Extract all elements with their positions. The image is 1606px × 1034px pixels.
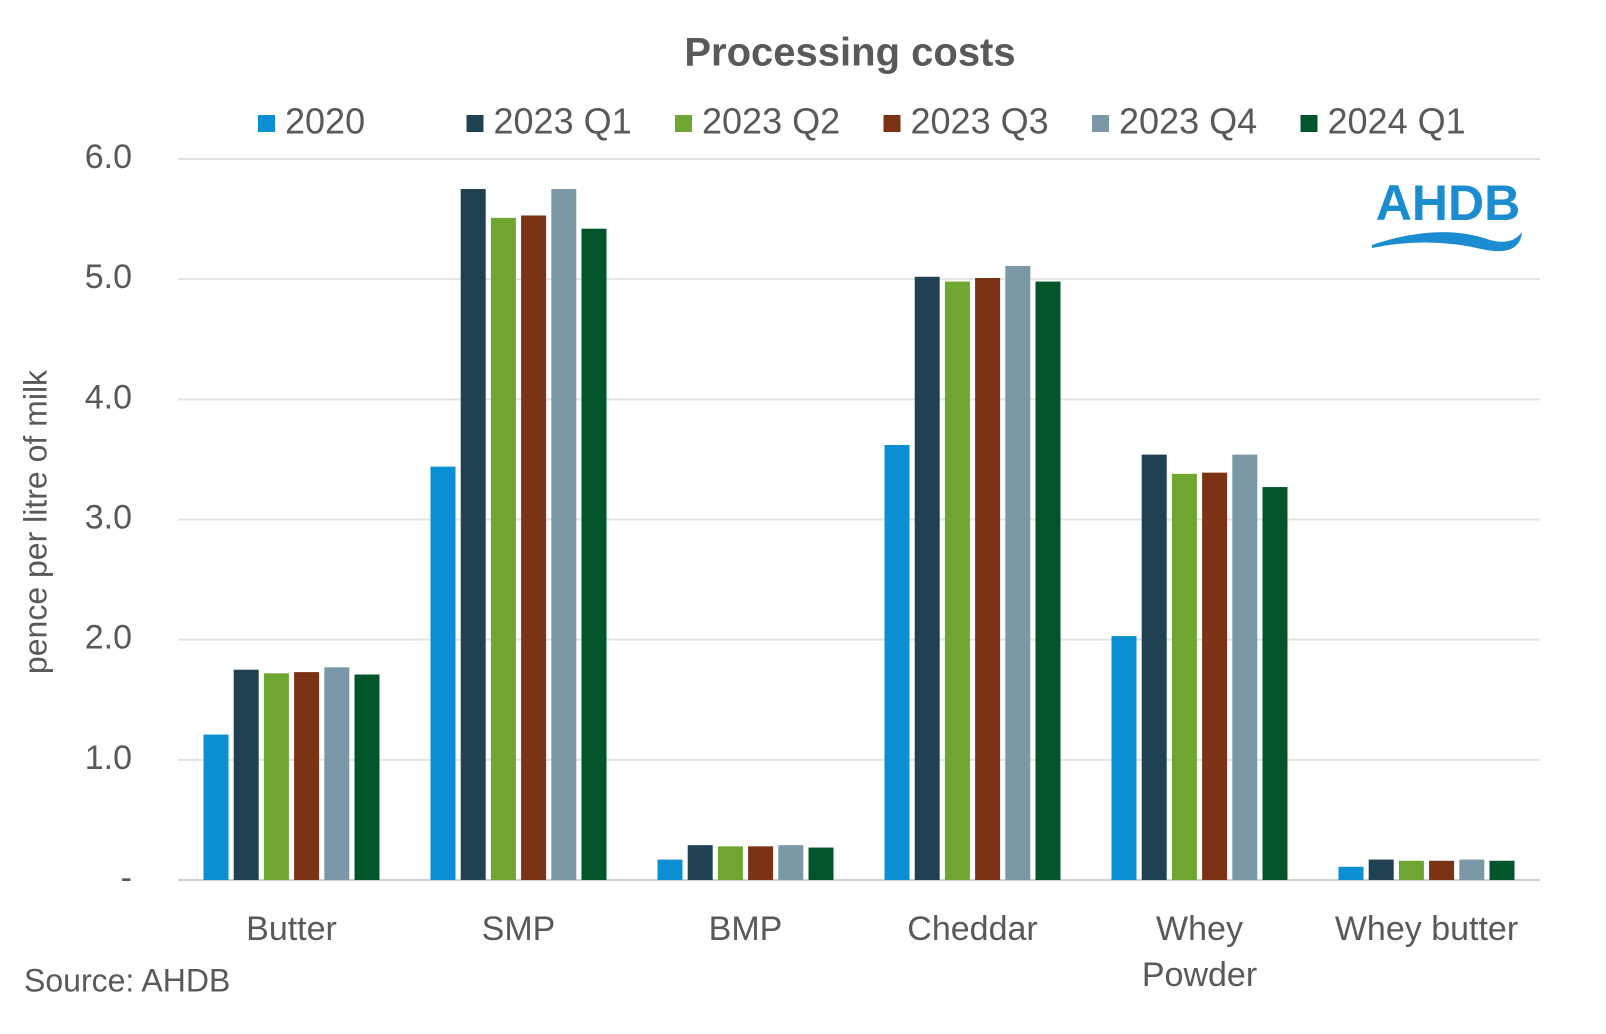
bar xyxy=(884,444,910,880)
bar xyxy=(521,215,547,880)
x-tick-label: Cheddar xyxy=(907,910,1038,948)
bar xyxy=(1398,860,1424,880)
legend-swatch xyxy=(258,115,275,132)
bar xyxy=(233,669,259,880)
y-tick-label: 4.0 xyxy=(85,378,132,416)
legend-label: 2023 Q2 xyxy=(702,101,840,142)
bar xyxy=(778,845,804,880)
bar xyxy=(1489,860,1515,880)
bar xyxy=(914,276,940,881)
bar xyxy=(717,846,743,880)
legend-label: 2024 Q1 xyxy=(1328,101,1466,142)
bar xyxy=(808,847,834,880)
y-axis-label: pence per litre of milk xyxy=(17,369,53,674)
bar xyxy=(748,846,774,880)
y-tick-label: 5.0 xyxy=(85,258,132,296)
legend-swatch xyxy=(675,115,692,132)
bar xyxy=(263,673,289,880)
bar xyxy=(460,189,486,880)
bar xyxy=(1035,281,1061,880)
bar xyxy=(1459,859,1485,880)
legend-swatch xyxy=(1092,115,1109,132)
bar xyxy=(1262,487,1288,880)
bar xyxy=(203,734,229,880)
logo: AHDB xyxy=(1376,175,1520,231)
y-tick-label: 2.0 xyxy=(85,619,132,657)
legend-label: 2023 Q4 xyxy=(1119,101,1257,142)
bar xyxy=(430,466,456,880)
bar xyxy=(1111,636,1137,880)
bar xyxy=(1232,454,1258,880)
bar xyxy=(354,674,380,880)
chart-title: Processing costs xyxy=(684,31,1015,75)
x-tick-label: Butter xyxy=(246,910,337,948)
legend-label: 2023 Q3 xyxy=(911,101,1049,142)
x-tick-label: Whey Powder xyxy=(1141,910,1258,994)
source-note: Source: AHDB xyxy=(24,962,230,998)
y-tick-label: 6.0 xyxy=(85,138,132,176)
bar xyxy=(324,667,350,880)
x-tick-label: SMP xyxy=(481,910,556,948)
y-tick-label: - xyxy=(121,859,132,897)
bar xyxy=(1338,866,1364,880)
bar xyxy=(1368,859,1394,880)
legend-swatch xyxy=(466,115,484,132)
y-tick-label: 3.0 xyxy=(85,498,132,536)
x-tick-label: BMP xyxy=(708,910,783,948)
bar xyxy=(657,859,683,880)
bar xyxy=(1141,454,1167,880)
logo-wave xyxy=(1372,232,1522,252)
bar xyxy=(1429,860,1455,880)
bar xyxy=(975,277,1001,881)
bar xyxy=(490,217,516,881)
bar xyxy=(581,228,607,881)
bar xyxy=(1171,473,1197,880)
legend-swatch xyxy=(883,115,901,132)
x-tick-label: Whey butter xyxy=(1334,910,1519,948)
bar xyxy=(1202,472,1228,880)
legend-label: 2023 Q1 xyxy=(494,101,632,142)
bar xyxy=(687,845,713,880)
bar xyxy=(1005,265,1031,880)
y-tick-label: 1.0 xyxy=(85,739,132,777)
bar xyxy=(551,189,577,880)
bar xyxy=(944,281,970,880)
bar xyxy=(294,672,320,880)
legend-swatch xyxy=(1300,115,1318,132)
legend-label: 2020 xyxy=(285,101,365,142)
